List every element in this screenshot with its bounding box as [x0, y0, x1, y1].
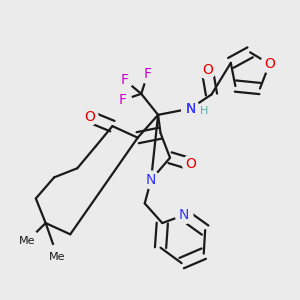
Circle shape	[114, 91, 132, 109]
Text: N: N	[185, 101, 196, 116]
Text: N: N	[146, 173, 156, 187]
Circle shape	[182, 155, 200, 173]
Text: O: O	[186, 157, 196, 171]
Circle shape	[45, 245, 70, 269]
Text: Me: Me	[19, 236, 35, 246]
Circle shape	[261, 55, 278, 73]
Text: O: O	[84, 110, 95, 124]
Circle shape	[18, 232, 36, 250]
Text: F: F	[119, 93, 127, 107]
Circle shape	[199, 61, 216, 79]
Circle shape	[182, 100, 199, 117]
Circle shape	[182, 100, 199, 117]
Text: H: H	[200, 106, 208, 116]
Text: O: O	[202, 63, 213, 77]
Circle shape	[15, 229, 39, 254]
Circle shape	[116, 71, 133, 88]
Circle shape	[80, 108, 98, 125]
Circle shape	[142, 171, 160, 189]
Text: F: F	[143, 68, 152, 82]
Text: O: O	[264, 57, 275, 71]
Text: N: N	[179, 208, 189, 222]
Text: F: F	[120, 73, 128, 87]
Text: Me: Me	[50, 252, 66, 262]
Text: N: N	[185, 101, 196, 116]
Circle shape	[49, 248, 66, 266]
Circle shape	[175, 206, 193, 224]
Circle shape	[139, 66, 156, 83]
